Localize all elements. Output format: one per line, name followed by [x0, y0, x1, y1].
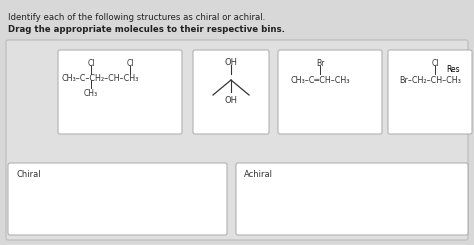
- FancyBboxPatch shape: [8, 163, 227, 235]
- Text: Br–CH₂–CH–CH₃: Br–CH₂–CH–CH₃: [399, 75, 461, 85]
- Text: CH₃–C═CH–CH₃: CH₃–C═CH–CH₃: [290, 75, 350, 85]
- FancyBboxPatch shape: [437, 61, 469, 77]
- Text: CH₃–C–CH₂–CH–CH₃: CH₃–C–CH₂–CH–CH₃: [61, 74, 139, 83]
- FancyBboxPatch shape: [6, 40, 468, 240]
- Text: OH: OH: [225, 58, 237, 66]
- FancyBboxPatch shape: [193, 50, 269, 134]
- Text: Drag the appropriate molecules to their respective bins.: Drag the appropriate molecules to their …: [8, 25, 285, 35]
- Text: Res: Res: [446, 64, 460, 74]
- Text: Chiral: Chiral: [16, 170, 41, 179]
- FancyBboxPatch shape: [58, 50, 182, 134]
- Text: Identify each of the following structures as chiral or achiral.: Identify each of the following structure…: [8, 13, 265, 23]
- FancyBboxPatch shape: [278, 50, 382, 134]
- Text: CH₃: CH₃: [84, 88, 98, 98]
- FancyBboxPatch shape: [236, 163, 468, 235]
- FancyBboxPatch shape: [388, 50, 472, 134]
- Text: Achiral: Achiral: [244, 170, 273, 179]
- Text: Br: Br: [316, 59, 324, 68]
- Text: Cl: Cl: [87, 59, 95, 68]
- Text: OH: OH: [225, 96, 237, 105]
- Text: Cl: Cl: [431, 59, 439, 68]
- Text: Cl: Cl: [126, 59, 134, 68]
